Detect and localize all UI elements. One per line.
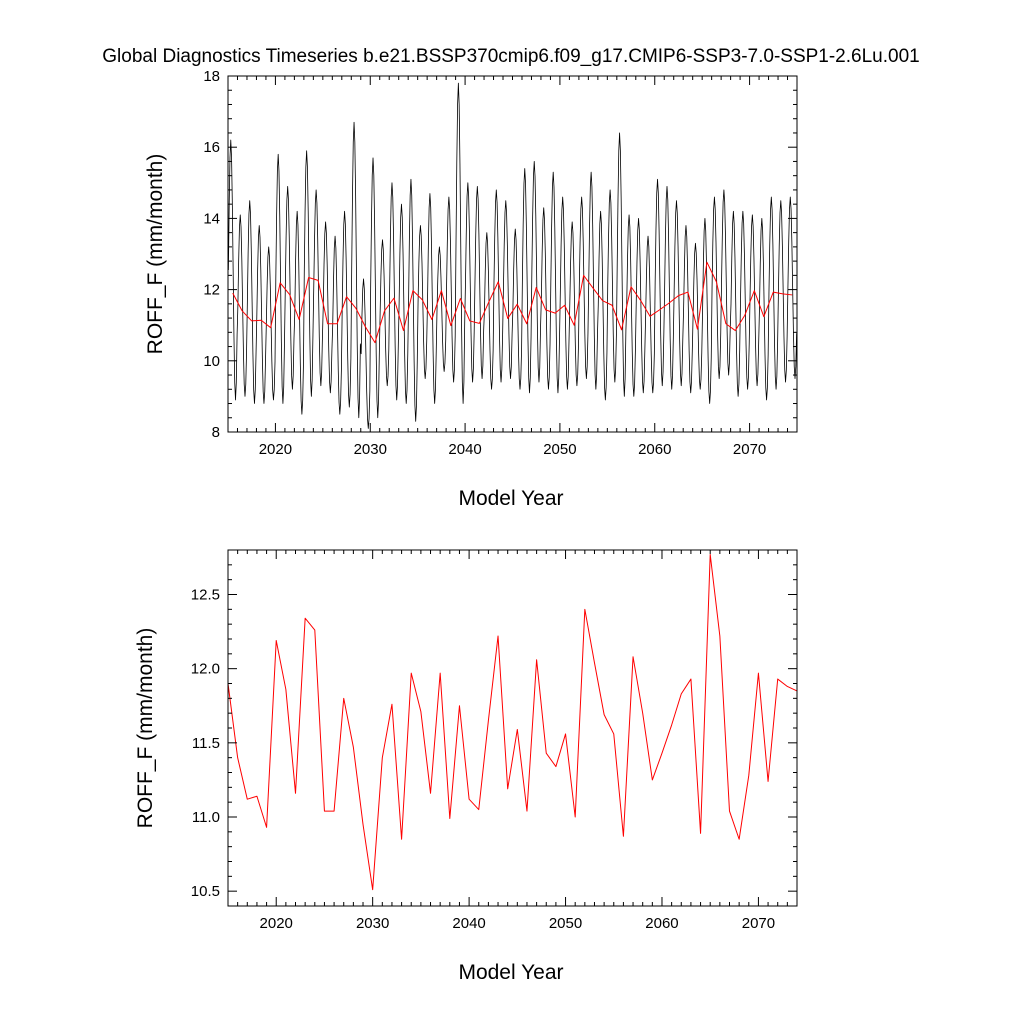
bottom-series-layer <box>227 553 798 891</box>
top-x-tick-label: 2050 <box>543 441 576 458</box>
top-y-tick-label: 14 <box>203 210 220 227</box>
bottom-y-tick-label: 11.5 <box>192 735 220 752</box>
chart-title: Global Diagnostics Timeseries b.e21.BSSP… <box>102 46 919 67</box>
bottom-x-axis-label: Model Year <box>458 961 563 984</box>
top-x-tick-label: 2020 <box>259 441 292 458</box>
bottom-x-tick-label: 2070 <box>742 915 775 932</box>
bottom-y-tick-label: 12.5 <box>191 587 220 604</box>
top-y-tick-label: 16 <box>203 139 220 156</box>
bottom-x-tick-label: 2020 <box>260 915 293 932</box>
top-series-monthly-line <box>228 82 797 429</box>
top-x-tick-label: 2040 <box>448 441 481 458</box>
top-ticks: 2020 2030 2040 2050 2060 2070 8 10 12 14 16 18 <box>203 68 798 458</box>
top-x-axis-label: Model Year <box>458 487 563 510</box>
top-x-tick-label: 2060 <box>638 441 671 458</box>
bottom-y-tick-label: 11.0 <box>192 809 220 826</box>
bottom-x-tick-label: 2030 <box>356 915 389 932</box>
top-y-tick-label: 8 <box>212 424 220 441</box>
top-y-tick-label: 10 <box>203 353 220 370</box>
bottom-y-tick-label: 12.0 <box>191 661 220 678</box>
top-x-tick-label: 2030 <box>354 441 387 458</box>
bottom-ticks: 2020 2030 2040 2050 2060 2070 10.5 11.0 11.5 12.0… <box>191 549 798 932</box>
top-y-tick-label: 12 <box>203 282 220 299</box>
bottom-y-tick-label: 10.5 <box>191 883 220 900</box>
bottom-y-axis-label: ROFF_F (mm/month) <box>134 628 157 829</box>
bottom-x-tick-label: 2050 <box>549 915 582 932</box>
bottom-x-tick-label: 2040 <box>452 915 485 932</box>
bottom-series-annual-mean-line <box>227 553 798 891</box>
bottom-x-tick-label: 2060 <box>645 915 678 932</box>
top-panel: 2020 2030 2040 2050 2060 2070 8 10 12 14 16 18 Mode… <box>144 68 798 510</box>
top-x-tick-label: 2070 <box>733 441 766 458</box>
top-series-annual-mean-line <box>232 261 793 344</box>
top-series-layer <box>228 82 797 429</box>
top-y-tick-label: 18 <box>203 68 220 85</box>
top-y-axis-label: ROFF_F (mm/month) <box>144 154 167 355</box>
bottom-panel: 2020 2030 2040 2050 2060 2070 10.5 11.0 11.5 12.0… <box>134 549 798 984</box>
